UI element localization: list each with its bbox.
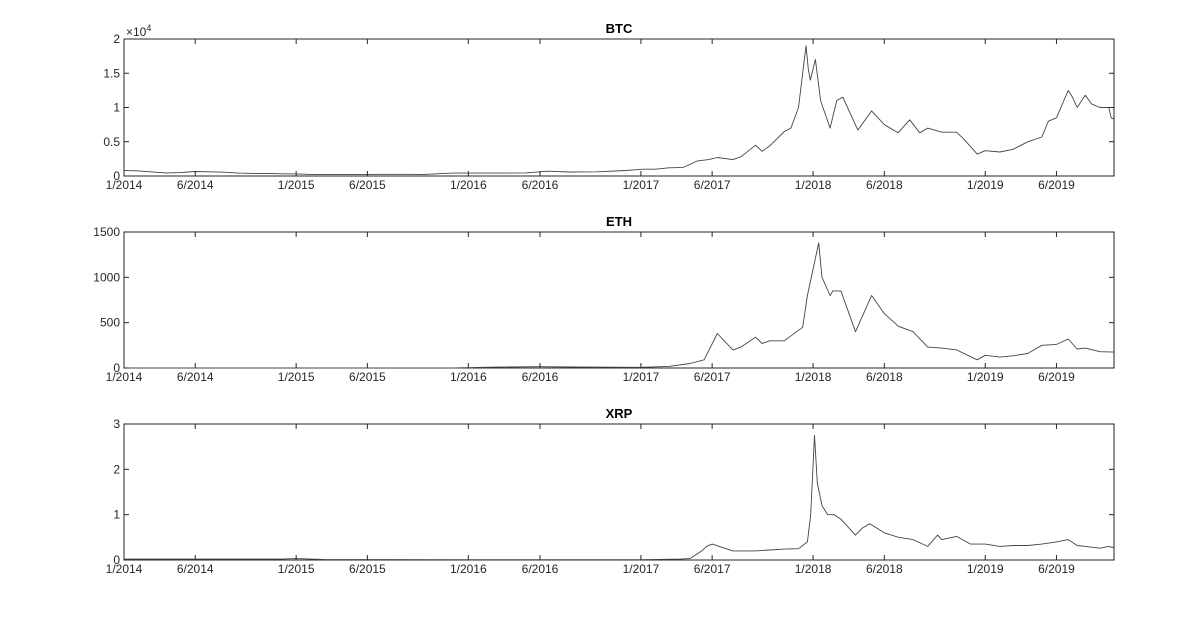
btc-x-tick-label: 6/2014 [177, 178, 214, 192]
btc-x-tick-label: 1/2019 [967, 178, 1004, 192]
eth-x-tick-label: 1/2018 [795, 370, 832, 384]
eth-price-line [124, 242, 1115, 369]
eth-x-tick-label: 6/2016 [522, 370, 559, 384]
btc-x-tick-label: 1/2017 [623, 178, 660, 192]
eth-y-tick-label: 0 [113, 361, 120, 375]
btc-x-tick-label: 6/2019 [1038, 178, 1075, 192]
btc-x-tick-label: 1/2016 [450, 178, 487, 192]
btc-chart: 1/2014 6/2014 1/2015 6/2015 1/2016 6/2016 1/20… [103, 21, 1115, 192]
btc-y-tick-label: 2 [113, 32, 120, 46]
btc-x-tick-label: 6/2018 [866, 178, 903, 192]
eth-x-tick-label: 1/2017 [623, 370, 660, 384]
eth-y-tick-label: 1000 [93, 270, 120, 284]
btc-chart-title: BTC [606, 21, 633, 36]
eth-chart-title: ETH [606, 214, 632, 229]
eth-y-tick-label: 1500 [93, 225, 120, 239]
eth-x-tick-label: 6/2018 [866, 370, 903, 384]
eth-x-tick-label: 6/2015 [349, 370, 386, 384]
btc-x-tick-label: 6/2015 [349, 178, 386, 192]
xrp-y-tick-label: 2 [113, 462, 120, 476]
xrp-x-tick-label: 1/2014 [106, 562, 143, 576]
xrp-chart: 1/2014 6/2014 1/2015 6/2015 1/2016 6/2016 1/20… [106, 406, 1115, 576]
xrp-y-tick-label: 1 [113, 508, 120, 522]
xrp-x-tick-label: 6/2015 [349, 562, 386, 576]
xrp-price-line [124, 434, 1115, 561]
eth-x-tick-label: 1/2016 [450, 370, 487, 384]
btc-y-tick-label: 1.5 [103, 66, 120, 80]
btc-x-tick-label: 1/2018 [795, 178, 832, 192]
xrp-y-tick-label: 3 [113, 417, 120, 431]
eth-x-tick-label: 6/2019 [1038, 370, 1075, 384]
xrp-x-tick-label: 6/2016 [522, 562, 559, 576]
xrp-x-tick-label: 6/2018 [866, 562, 903, 576]
btc-y-tick-label: 0 [113, 169, 120, 183]
xrp-x-tick-label: 1/2015 [278, 562, 315, 576]
xrp-y-tick-label: 0 [113, 553, 120, 567]
btc-x-tick-label: 6/2017 [694, 178, 731, 192]
btc-axes-frame [123, 38, 1115, 177]
eth-axes-frame [123, 231, 1115, 369]
xrp-x-tick-label: 1/2016 [450, 562, 487, 576]
eth-x-tick-label: 1/2014 [106, 370, 143, 384]
eth-y-tick-label: 500 [100, 316, 120, 330]
xrp-x-tick-label: 6/2014 [177, 562, 214, 576]
eth-x-tick-label: 1/2019 [967, 370, 1004, 384]
xrp-x-tick-label: 1/2018 [795, 562, 832, 576]
btc-x-tick-label: 1/2015 [278, 178, 315, 192]
xrp-x-tick-label: 1/2019 [967, 562, 1004, 576]
xrp-chart-title: XRP [606, 406, 633, 421]
eth-x-tick-label: 1/2015 [278, 370, 315, 384]
eth-chart: 1/2014 6/2014 1/2015 6/2015 1/2016 6/2016 1/20… [93, 214, 1115, 384]
xrp-axes-frame [123, 423, 1115, 561]
btc-price-line [123, 45, 1115, 175]
btc-x-tick-label: 1/2014 [106, 178, 143, 192]
eth-x-tick-label: 6/2017 [694, 370, 731, 384]
btc-y-exponent-label: ×104 [126, 23, 151, 39]
eth-x-tick-label: 6/2014 [177, 370, 214, 384]
btc-y-tick-label: 0.5 [103, 135, 120, 149]
btc-x-tick-label: 6/2016 [522, 178, 559, 192]
xrp-x-tick-label: 1/2017 [623, 562, 660, 576]
xrp-x-tick-label: 6/2017 [694, 562, 731, 576]
xrp-x-tick-label: 6/2019 [1038, 562, 1075, 576]
btc-y-tick-label: 1 [113, 101, 120, 115]
btc-y-exponent-power: 4 [146, 23, 151, 33]
